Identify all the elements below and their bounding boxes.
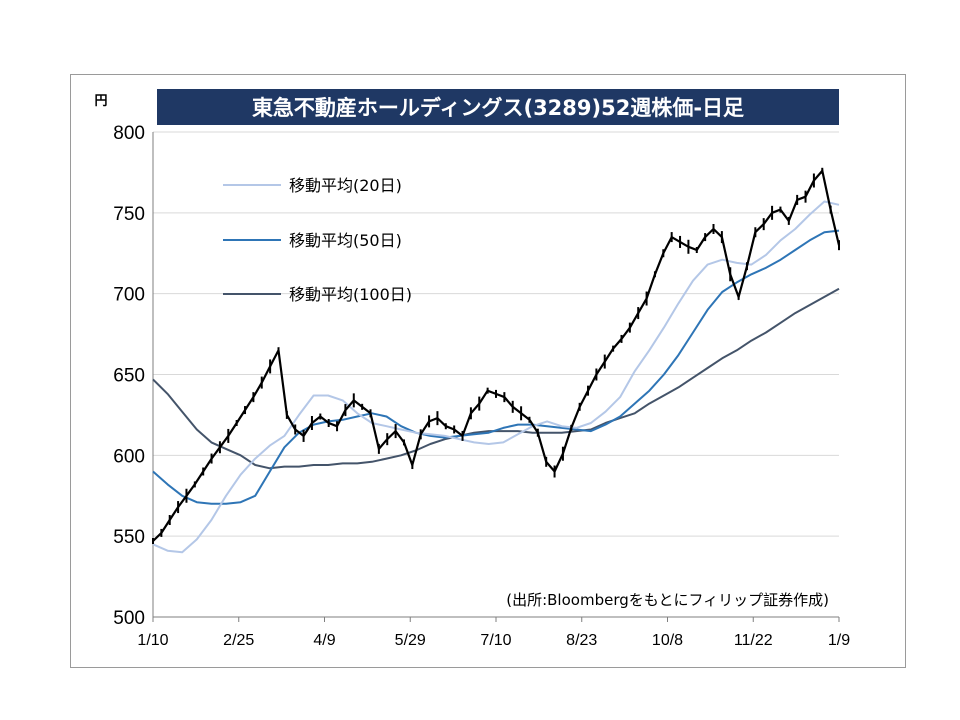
grid-layer	[153, 131, 839, 537]
legend: 移動平均(20日) 移動平均(50日) 移動平均(100日)	[223, 176, 412, 304]
x-tick-label: 5/29	[395, 632, 426, 649]
series-line-2	[152, 287, 840, 470]
x-tick-label: 4/9	[313, 632, 335, 649]
chart-title: 東急不動産ホールディングス(3289)52週株価-日足	[252, 96, 744, 120]
y-tick-label: 700	[113, 285, 145, 306]
y-tick-label: 550	[113, 527, 145, 548]
y-tick-label: 500	[113, 608, 145, 629]
legend-label-ma50: 移動平均(50日)	[289, 231, 402, 250]
title-banner	[157, 89, 839, 125]
y-tick-label: 600	[113, 446, 145, 467]
legend-label-ma20: 移動平均(20日)	[289, 176, 402, 195]
chart-frame: 500 550 600 650 700 750 800 1/10 2/25 4/9 5/29 7/10…	[70, 74, 906, 668]
x-tick-label: 2/25	[223, 632, 254, 649]
axis-layer: 500 550 600 650 700 750 800 1/10 2/25 4/9 5/29 7/10…	[113, 123, 850, 649]
y-tick-label: 750	[113, 204, 145, 225]
source-note: (出所:Bloombergをもとにフィリップ証券作成)	[506, 591, 829, 609]
price-line	[152, 168, 841, 542]
x-tick-label: 8/23	[566, 632, 597, 649]
x-tick-label: 1/10	[137, 632, 168, 649]
legend-label-ma100: 移動平均(100日)	[289, 285, 412, 304]
series-line-0	[152, 200, 840, 554]
x-tick-label: 10/8	[652, 632, 683, 649]
y-unit-label: 円	[94, 94, 107, 109]
series-line-1	[152, 229, 840, 505]
y-tick-label: 800	[113, 123, 145, 144]
y-tick-label: 650	[113, 366, 145, 387]
series-layer	[152, 200, 840, 554]
price-layer	[152, 167, 841, 545]
x-tick-label: 11/22	[734, 632, 773, 649]
chart-svg: 500 550 600 650 700 750 800 1/10 2/25 4/9 5/29 7/10…	[94, 89, 850, 649]
x-tick-label: 1/9	[828, 632, 850, 649]
x-tick-label: 7/10	[480, 632, 511, 649]
